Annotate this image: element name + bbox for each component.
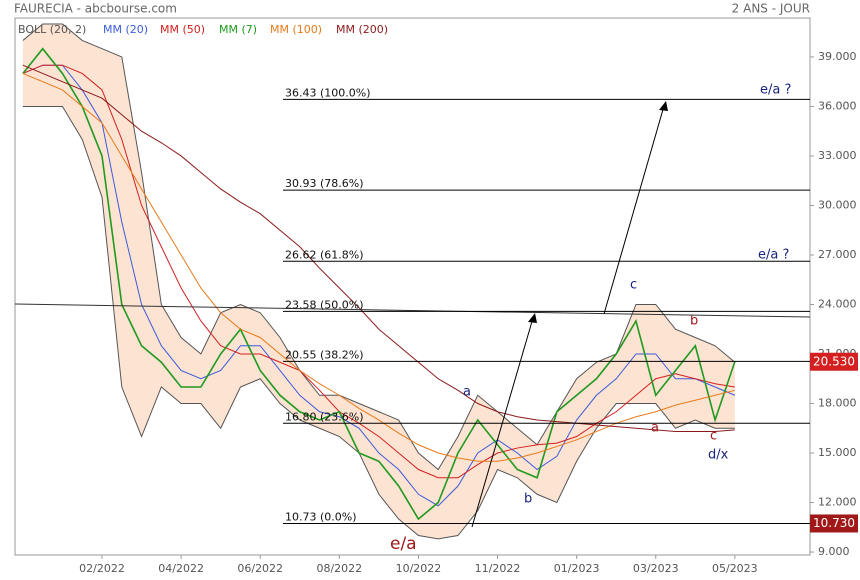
annotation: a [463,385,471,400]
x-tick-label: 04/2022 [158,562,204,575]
x-tick-label: 08/2022 [316,562,362,575]
annotation: a [651,421,659,436]
y-tick-label: 15.000 [818,446,857,459]
arrow [603,105,665,315]
annotation: c [630,278,637,293]
bollinger-lower [22,105,735,540]
x-tick-label: 10/2022 [396,562,442,575]
arrow-head [659,101,668,111]
fib-label: 30.93 (78.6%) [285,177,364,190]
y-tick-label: 24.000 [818,297,857,310]
fib-label: 20.55 (38.2%) [285,348,364,361]
legend-label: MM (100) [270,23,322,36]
price-tag [810,352,858,371]
fib-label: 26.62 (61.8%) [285,248,364,261]
price-tag-label: 10.730 [813,516,855,530]
price-tag-label: 20.530 [813,354,855,368]
annotation: e/a ? [760,83,791,98]
y-tick-label: 36.000 [818,99,857,112]
annotation: d/x [708,448,729,463]
fib-label: 23.58 (50.0%) [285,298,364,311]
x-tick-label: 01/2023 [554,562,600,575]
annotation: e/a ? [758,248,789,263]
marks [22,23,736,540]
legend-label: MM (50) [160,23,205,36]
annotation: c [710,429,717,444]
legend-label: MM (20) [103,23,148,36]
y-tick-label: 30.000 [818,198,857,211]
trendline [14,303,811,318]
x-tick-label: 05/2023 [712,562,758,575]
series-line [22,64,735,479]
series-line [22,64,735,433]
annotation: e/a [390,534,417,554]
fib-label: 10.73 (0.0%) [285,510,357,523]
legend-label: BOLL (20, 2) [18,23,86,36]
chart-title: FAURECIA - abcbourse.com [14,2,177,16]
x-tick-label: 03/2023 [633,562,679,575]
arrow [471,317,534,528]
legend-label: MM (7) [219,23,257,36]
fib-label: 36.43 (100.0%) [285,86,371,99]
y-tick-label: 27.000 [818,248,857,261]
price-tag [810,514,858,533]
x-tick-label: 06/2022 [237,562,283,575]
series-line [22,64,736,507]
annotation: b [690,314,698,329]
bollinger-area [22,23,735,539]
y-tick-label: 12.000 [818,496,857,509]
series-line [22,47,736,521]
chart-subtitle: 2 ANS - JOUR [732,2,810,16]
y-tick-label: 18.000 [818,397,857,410]
x-tick-label: 02/2022 [79,562,125,575]
y-tick-label: 33.000 [818,149,857,162]
arrow-head [528,313,537,323]
y-tick-label: 39.000 [818,50,857,63]
legend-label: MM (200) [336,23,388,36]
fib-label: 16.80 (23.6%) [285,410,364,423]
y-tick-label: 9.000 [818,545,850,558]
x-tick-label: 11/2022 [475,562,521,575]
annotation: b [524,492,532,507]
